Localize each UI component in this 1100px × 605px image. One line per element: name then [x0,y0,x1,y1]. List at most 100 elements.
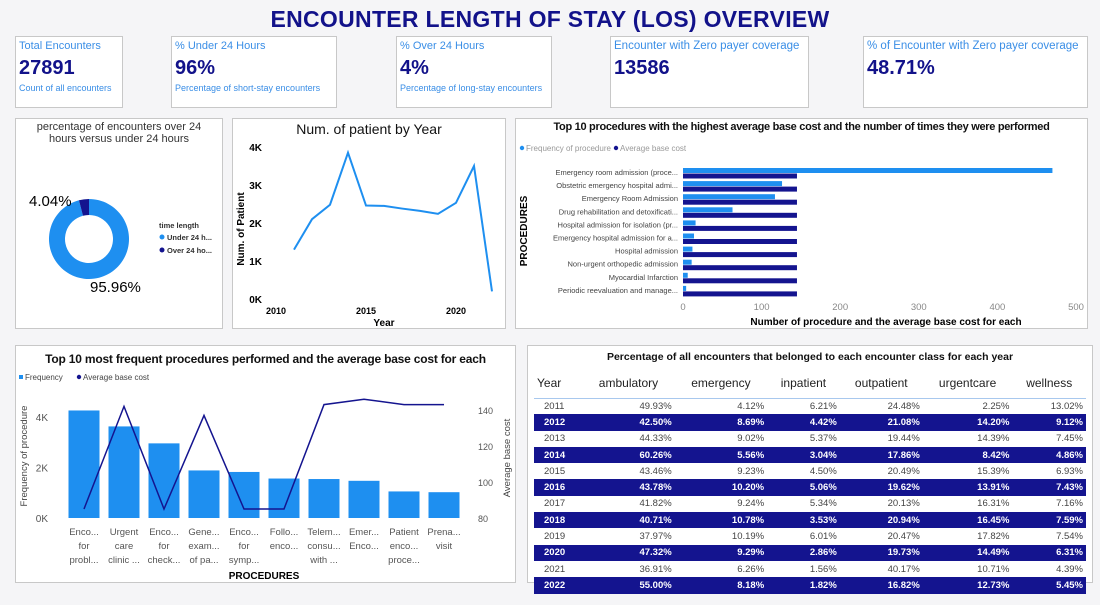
category-label: exam... [188,541,219,552]
table-cell: 13.02% [1050,400,1083,412]
bar-average-cost [683,173,797,179]
table-cell: 43.78% [582,479,675,496]
x-tick-label: 200 [832,302,848,313]
kpi-label: Encounter with Zero payer coverage [614,40,800,52]
table-cell: 14.49% [922,544,1013,561]
column-header[interactable]: outpatient [839,368,923,399]
bar-frequency [683,233,695,239]
bar-frequency [108,426,140,518]
x-axis-label: Number of procedure and the average base… [750,317,1021,328]
chart-title: percentage of encounters over 24 hours v… [36,121,202,145]
category-label: with ... [309,555,337,566]
column-header[interactable]: wellness [1012,368,1086,399]
category-label: Hospital admission for isolation (pr... [558,220,678,229]
table-cell: 7.45% [1056,433,1083,445]
kpi-subtitle: Percentage of long-stay encounters [400,83,543,93]
bar-frequency [683,181,783,187]
bar-frequency [683,194,775,200]
encounter-class-table-panel: Percentage of all encounters that belong… [527,345,1093,594]
table-cell: 2016 [534,479,583,496]
legend-marker [19,375,23,379]
bar-average-cost [683,239,797,244]
category-label: visit [436,541,453,552]
chart-title: Top 10 most frequent procedures performe… [45,352,486,366]
x-axis-label: PROCEDURES [229,571,300,582]
table-cell: 7.59% [1012,512,1086,529]
table-row: 2018 40.71% 10.78% 3.53% 20.94% 16.45% 7.59% [534,512,1086,529]
category-label: consu... [307,541,340,552]
y-tick-label: 1K [249,257,263,268]
bar-average-cost [683,225,797,231]
kpi-value: 13586 [614,57,670,79]
line-chart-panel: Num. of patient by Year 0K 1K 2K 3K 4K 2010 20… [232,118,506,329]
table-row: 2020 47.32% 9.29% 2.86% 19.73% 14.49% 6.31% [534,544,1086,561]
kpi-under-24-hours[interactable]: % Under 24 Hours 96% Percentage of short… [171,36,337,108]
column-header[interactable]: ambulatory [582,368,675,399]
table-cell: 6.93% [1056,465,1083,477]
kpi-zero-payer-coverage[interactable]: Encounter with Zero payer coverage 13586 [610,36,809,108]
table-cell: 21.08% [839,414,923,431]
y-axis-label: Num. of Patient [236,192,247,266]
table-row: 2011 49.93% 4.12% 6.21% 24.48% 2.25% 13.02% [534,398,1086,414]
category-label: enco... [390,541,419,552]
y-tick-label: 4K [36,413,49,424]
bar-average-cost [683,199,797,205]
y-tick-label: 0K [249,295,263,306]
legend-marker [159,247,165,253]
table-cell: 7.43% [1012,479,1086,496]
table-cell: 15.39% [977,465,1010,477]
table-cell: 1.56% [809,563,837,575]
table-cell: 40.71% [582,512,675,529]
table-cell: 24.48% [887,400,920,412]
column-header[interactable]: Year [534,368,583,399]
bar-frequency [683,272,688,278]
legend-marker [159,234,165,240]
category-label: Gene... [188,527,219,538]
table-cell: 55.00% [582,577,675,594]
y2-tick-label: 100 [478,478,493,488]
table-row: 2017 41.82% 9.24% 5.34% 20.13% 16.31% 7.16% [534,496,1086,512]
table-cell: 9.29% [674,544,768,561]
table-cell: 17.86% [839,446,923,464]
category-label: Enco... [69,527,99,538]
category-label: care [115,541,133,552]
bar-frequency [68,410,100,518]
table-cell: 7.16% [1056,498,1083,510]
dashboard-title: ENCOUNTER LENGTH OF STAY (LOS) OVERVIEW [270,6,830,32]
column-header[interactable]: inpatient [767,368,840,399]
kpi-value: 4% [400,57,429,79]
table-cell: 10.19% [731,531,765,543]
kpi-over-24-hours[interactable]: % Over 24 Hours 4% Percentage of long-st… [396,36,552,108]
category-label: Obstetric emergency hospital admi... [556,181,678,190]
y-axis-label: Frequency of procedure [19,406,30,507]
kpi-zero-payer-percent[interactable]: % of Encounter with Zero payer coverage … [863,36,1088,108]
column-header[interactable]: urgentcare [922,368,1013,399]
hbar-chart-panel: Top 10 procedures with the highest avera… [515,118,1088,329]
table-cell: 44.33% [639,433,672,445]
category-label: Urgent [110,527,139,538]
table-cell: 4.12% [737,400,765,412]
table-cell: 40.17% [887,563,920,575]
table-cell: 10.78% [674,512,768,529]
bar-frequency [683,168,1053,173]
category-label: Enco... [349,541,379,552]
kpi-total-encounters[interactable]: Total Encounters 27891 Count of all enco… [15,36,123,108]
table-cell: 7.54% [1056,531,1083,543]
category-label: Non-urgent orthopedic admission [568,260,678,269]
bar-frequency [228,471,260,518]
combo-chart: Frequency Average base cost 0K 2K 4K 80 100 120… [19,373,513,582]
category-label: symp... [229,555,260,566]
bar-frequency [348,480,380,518]
legend-title: time length [159,221,199,230]
table-cell: 2017 [544,498,566,510]
table-cell: 5.56% [674,446,768,464]
y2-tick-label: 120 [478,442,493,452]
table-cell: 9.12% [1012,414,1086,431]
table-cell: 14.39% [977,433,1010,445]
column-header[interactable]: emergency [674,368,768,399]
table-row: 2013 44.33% 9.02% 5.37% 19.44% 14.39% 7.45% [534,431,1086,447]
table-cell: 42.50% [582,414,675,431]
kpi-label: Total Encounters [19,40,101,52]
table-cell: 10.20% [674,479,768,496]
kpi-subtitle: Percentage of short-stay encounters [175,83,321,93]
